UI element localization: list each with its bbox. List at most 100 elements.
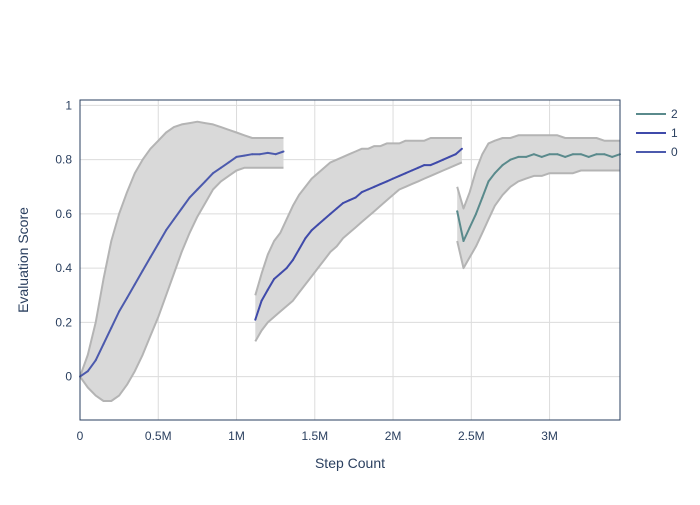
- legend[interactable]: 2 1 0: [636, 107, 678, 159]
- data-point: [392, 177, 394, 180]
- x-tick-label: 3M: [541, 429, 558, 443]
- data-point: [481, 196, 484, 199]
- data-point: [417, 166, 420, 169]
- data-point: [587, 155, 590, 158]
- data-point: [603, 153, 606, 156]
- data-point: [493, 172, 496, 175]
- legend-item-2[interactable]: 2: [636, 107, 678, 121]
- y-tick-label: 0.8: [55, 153, 72, 167]
- data-point: [442, 158, 445, 161]
- legend-item-1[interactable]: 1: [636, 126, 678, 140]
- x-axis-title: Step Count: [315, 455, 385, 471]
- data-point: [118, 310, 121, 313]
- legend-label: 2: [671, 107, 678, 121]
- data-point: [373, 185, 376, 188]
- data-point: [102, 343, 105, 346]
- data-point: [354, 196, 357, 199]
- data-point: [266, 151, 269, 154]
- y-tick-label: 0.2: [55, 315, 72, 329]
- x-tick-label: 0: [77, 429, 84, 443]
- data-point: [579, 153, 582, 156]
- data-point: [204, 180, 207, 183]
- data-point: [404, 172, 407, 175]
- data-point: [141, 269, 144, 272]
- data-point: [273, 278, 276, 280]
- confidence-band-series-1: [255, 138, 462, 342]
- data-point: [274, 153, 277, 156]
- y-axis-title: Evaluation Score: [15, 207, 31, 313]
- data-point: [525, 155, 528, 158]
- data-point: [611, 155, 614, 158]
- data-point: [94, 359, 97, 362]
- data-point: [188, 196, 191, 199]
- data-point: [219, 166, 222, 169]
- data-point: [564, 155, 567, 158]
- data-point: [517, 155, 520, 158]
- y-tick-label: 1: [65, 98, 72, 112]
- data-point: [460, 147, 463, 150]
- data-point: [475, 212, 477, 215]
- data-point: [282, 150, 285, 153]
- data-point: [348, 199, 351, 202]
- data-point: [316, 223, 319, 226]
- data-point: [456, 210, 459, 213]
- data-point: [212, 172, 214, 175]
- data-point: [323, 218, 326, 221]
- lower-bound-line-series-2: [456, 169, 620, 270]
- data-point: [487, 180, 490, 183]
- y-tick-label: 0.6: [55, 207, 72, 221]
- upper-bound-line-series-0: [79, 120, 284, 377]
- data-point: [548, 153, 551, 156]
- data-point: [180, 207, 183, 210]
- data-point: [266, 288, 269, 291]
- data-point: [304, 237, 307, 240]
- data-point: [540, 155, 543, 158]
- data-point: [86, 370, 89, 373]
- x-axis-ticks: 0 0.5M 1M 1.5M 2M 2.5M 3M: [77, 429, 558, 443]
- data-point: [448, 155, 451, 158]
- data-point: [285, 267, 288, 270]
- data-point: [291, 259, 294, 261]
- upper-bound-line-series-1: [254, 137, 462, 296]
- confidence-bands: [79, 120, 620, 402]
- data-point: [260, 299, 263, 302]
- y-tick-label: 0: [65, 370, 72, 384]
- data-point: [110, 326, 113, 329]
- data-point: [227, 161, 230, 164]
- data-point: [157, 242, 160, 245]
- legend-label: 0: [671, 145, 678, 159]
- y-axis-ticks: 0 0.2 0.4 0.6 0.8 1: [55, 98, 72, 383]
- x-tick-label: 2.5M: [458, 429, 485, 443]
- data-point: [235, 155, 238, 158]
- confidence-band-series-0: [80, 121, 284, 401]
- confidence-band-series-2: [457, 135, 620, 269]
- x-tick-label: 0.5M: [145, 429, 172, 443]
- legend-label: 1: [671, 126, 678, 140]
- lower-bound-line-series-0: [79, 166, 284, 402]
- data-point: [126, 297, 128, 299]
- data-point: [298, 248, 301, 251]
- data-point: [501, 164, 504, 167]
- data-point: [454, 153, 457, 156]
- data-point: [572, 153, 574, 156]
- data-point: [254, 318, 257, 321]
- data-point: [360, 191, 363, 194]
- data-point: [243, 154, 246, 157]
- legend-item-0[interactable]: 0: [636, 145, 678, 159]
- data-point: [429, 164, 432, 167]
- data-point: [509, 158, 512, 161]
- data-point: [556, 153, 559, 156]
- data-point: [310, 229, 313, 232]
- data-point: [342, 202, 344, 205]
- data-point: [398, 174, 401, 177]
- data-point: [468, 226, 471, 229]
- data-point: [335, 207, 338, 210]
- x-tick-label: 1.5M: [301, 429, 328, 443]
- data-point: [279, 272, 282, 275]
- plot-frame: [79, 99, 621, 421]
- data-point: [595, 153, 598, 156]
- data-point: [133, 283, 136, 286]
